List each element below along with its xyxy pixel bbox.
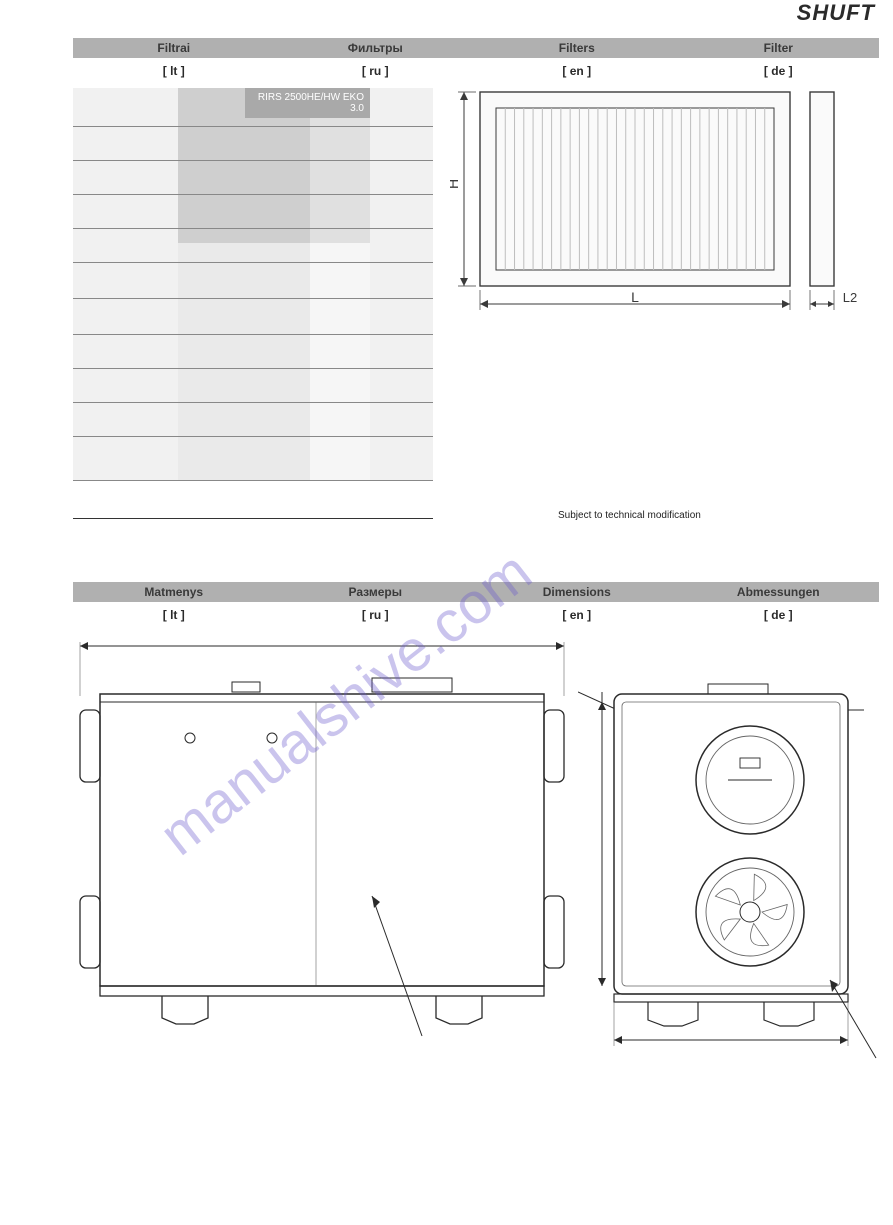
hdr-abmessungen: Abmessungen <box>678 582 880 602</box>
hdr-razmery: Размеры <box>275 582 477 602</box>
svg-text:L2: L2 <box>843 290 857 305</box>
unit-front-view-drawing <box>72 636 572 1066</box>
unit-side-view-drawing <box>578 640 878 1070</box>
filter-dimension-figure: H L L2 <box>450 84 880 314</box>
lang-en-1: [ en ] <box>476 62 678 80</box>
hdr-filtrai: Filtrai <box>73 38 275 58</box>
lang-ru-2: [ ru ] <box>275 606 477 624</box>
hdr-dimensions: Dimensions <box>476 582 678 602</box>
lang-en-2: [ en ] <box>476 606 678 624</box>
lang-ru-1: [ ru ] <box>275 62 477 80</box>
svg-text:H: H <box>450 179 461 189</box>
hdr-filter-de: Filter <box>678 38 880 58</box>
lang-lt-1: [ lt ] <box>73 62 275 80</box>
brand-logo: SHUFT <box>797 0 875 26</box>
section1-header-bar: Filtrai Фильтры Filters Filter <box>73 38 879 58</box>
section1-lang-row: [ lt ] [ ru ] [ en ] [ de ] <box>73 62 879 80</box>
section2-lang-row: [ lt ] [ ru ] [ en ] [ de ] <box>73 606 879 624</box>
hdr-matmenys: Matmenys <box>73 582 275 602</box>
hdr-filters: Filters <box>476 38 678 58</box>
technical-note: Subject to technical modification <box>558 510 701 521</box>
section2-header-bar: Matmenys Размеры Dimensions Abmessungen <box>73 582 879 602</box>
model-line1: RIRS 2500HE/HW EKO 3.0 <box>258 92 364 114</box>
hdr-filtry-ru: Фильтры <box>275 38 477 58</box>
lang-lt-2: [ lt ] <box>73 606 275 624</box>
lang-de-2: [ de ] <box>678 606 880 624</box>
filter-spec-table: RIRS 2500HE/HW EKO 3.0 <box>73 88 433 518</box>
svg-text:L: L <box>631 289 639 305</box>
filter-table-model-header: RIRS 2500HE/HW EKO 3.0 <box>245 88 370 118</box>
lang-de-1: [ de ] <box>678 62 880 80</box>
